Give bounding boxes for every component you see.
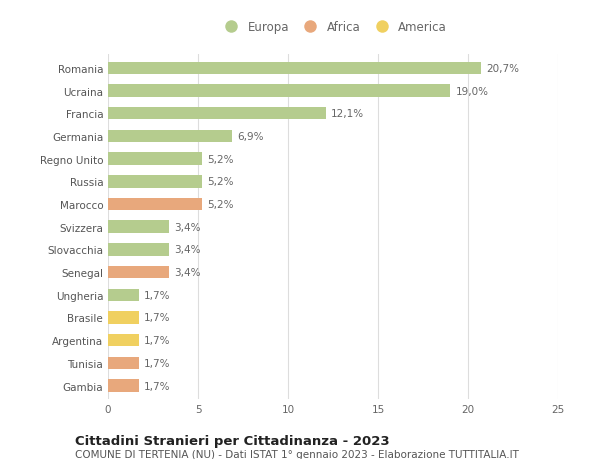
Text: 5,2%: 5,2%: [207, 154, 233, 164]
Bar: [108, 244, 169, 256]
Text: 5,2%: 5,2%: [207, 200, 233, 210]
Text: 20,7%: 20,7%: [486, 64, 519, 73]
Text: 6,9%: 6,9%: [238, 132, 264, 142]
Legend: Europa, Africa, America: Europa, Africa, America: [214, 16, 452, 39]
Text: 1,7%: 1,7%: [144, 290, 170, 300]
Bar: [108, 198, 202, 211]
Bar: [108, 176, 202, 188]
Text: 3,4%: 3,4%: [175, 222, 201, 232]
Text: 1,7%: 1,7%: [144, 358, 170, 368]
Bar: [108, 130, 232, 143]
Bar: [108, 266, 169, 279]
Text: 5,2%: 5,2%: [207, 177, 233, 187]
Bar: [108, 108, 326, 120]
Bar: [108, 289, 139, 302]
Bar: [108, 312, 139, 324]
Bar: [108, 357, 139, 369]
Bar: [108, 153, 202, 166]
Bar: [108, 85, 450, 98]
Bar: [108, 380, 139, 392]
Bar: [108, 62, 481, 75]
Text: COMUNE DI TERTENIA (NU) - Dati ISTAT 1° gennaio 2023 - Elaborazione TUTTITALIA.I: COMUNE DI TERTENIA (NU) - Dati ISTAT 1° …: [75, 449, 519, 459]
Bar: [108, 221, 169, 234]
Text: 19,0%: 19,0%: [455, 86, 488, 96]
Text: 12,1%: 12,1%: [331, 109, 364, 119]
Text: 3,4%: 3,4%: [175, 268, 201, 278]
Bar: [108, 334, 139, 347]
Text: 1,7%: 1,7%: [144, 313, 170, 323]
Text: 1,7%: 1,7%: [144, 381, 170, 391]
Text: 3,4%: 3,4%: [175, 245, 201, 255]
Text: 1,7%: 1,7%: [144, 336, 170, 346]
Text: Cittadini Stranieri per Cittadinanza - 2023: Cittadini Stranieri per Cittadinanza - 2…: [75, 434, 389, 447]
